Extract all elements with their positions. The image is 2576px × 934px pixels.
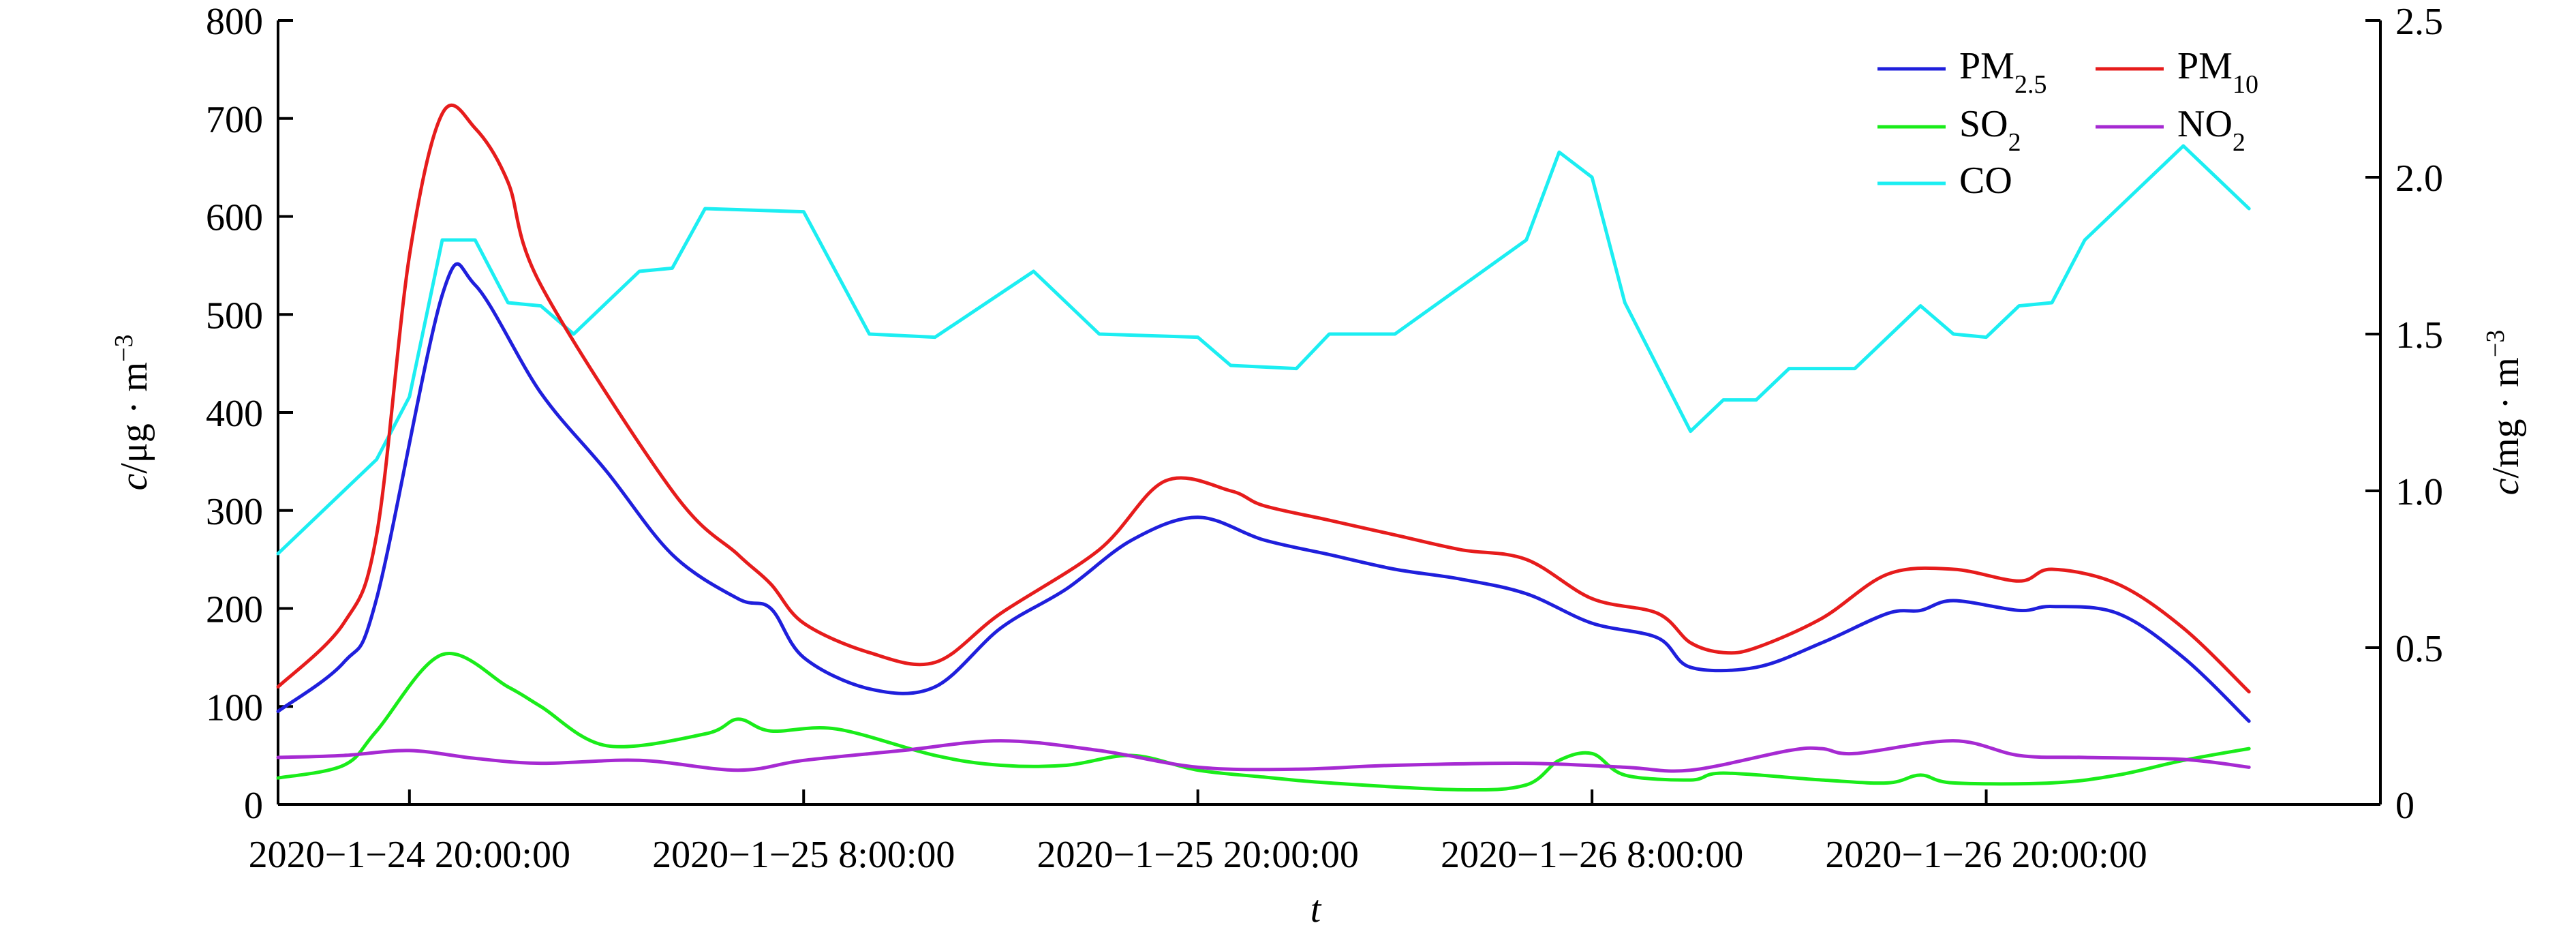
x-tick-label: 2020−1−24 20:00:00 — [249, 834, 570, 876]
legend-label-pm25: PM2.5 — [1959, 45, 2046, 99]
series-line-no2 — [276, 739, 2251, 773]
x-tick-label: 2020−1−26 8:00:00 — [1441, 834, 1743, 876]
left-y-tick-label: 700 — [206, 99, 263, 141]
legend-label-so2: SO2 — [1959, 103, 2021, 157]
right-y-axis-title: c/mg · m−3 — [2481, 330, 2527, 496]
axes: 0 100 200 300 400 500 600 700 800 0 0.5 1.0 1.5 2.0 2.… — [110, 1, 2527, 931]
series-line-so2 — [276, 652, 2251, 792]
right-y-tick-label: 1.0 — [2395, 471, 2443, 513]
x-axis-title: t — [1310, 888, 1322, 931]
right-y-tick-label: 0.5 — [2395, 628, 2443, 670]
left-y-tick-label: 300 — [206, 491, 263, 533]
series-line-pm10 — [276, 103, 2251, 694]
left-y-tick-label: 100 — [206, 687, 263, 729]
legend-label-pm10: PM10 — [2177, 45, 2258, 99]
left-y-tick-label: 200 — [206, 589, 263, 631]
legend-label-no2: NO2 — [2177, 103, 2245, 157]
left-y-axis-title: c/μg · m−3 — [110, 334, 155, 490]
left-y-tick-label: 600 — [206, 197, 263, 239]
right-y-tick-label: 0 — [2395, 785, 2414, 827]
left-y-tick-label: 500 — [206, 295, 263, 337]
legend: PM2.5 PM10 SO2 NO2 CO — [1877, 45, 2258, 202]
x-tick-label: 2020−1−25 8:00:00 — [652, 834, 955, 876]
series-line-pm25 — [276, 262, 2251, 723]
legend-label-co: CO — [1959, 160, 2012, 202]
series-line-co — [276, 144, 2251, 556]
right-y-tick-label: 2.5 — [2395, 1, 2443, 43]
series-layer — [276, 103, 2251, 792]
left-y-tick-label: 0 — [244, 785, 263, 827]
left-y-tick-label: 400 — [206, 393, 263, 435]
right-y-tick-label: 1.5 — [2395, 314, 2443, 357]
x-tick-label: 2020−1−26 20:00:00 — [1825, 834, 2147, 876]
left-y-tick-label: 800 — [206, 1, 263, 43]
right-y-tick-label: 2.0 — [2395, 157, 2443, 200]
x-tick-label: 2020−1−25 20:00:00 — [1037, 834, 1359, 876]
